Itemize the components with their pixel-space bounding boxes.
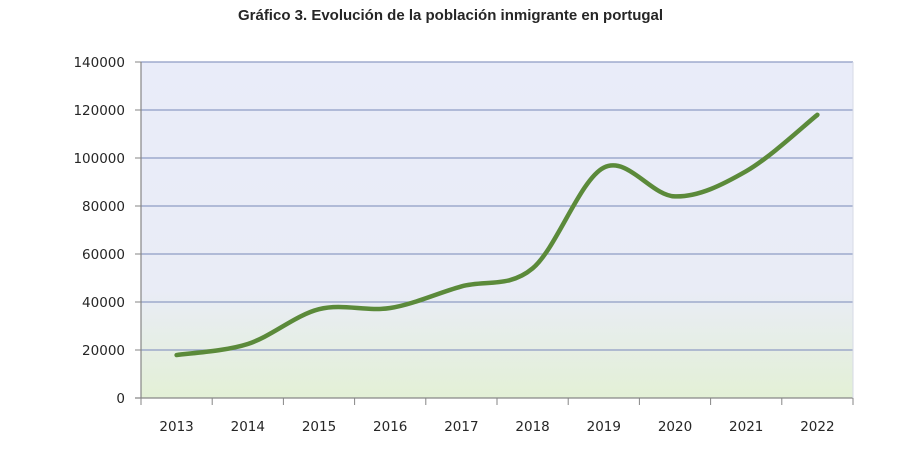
x-tick-label-2019: 2019 bbox=[587, 419, 621, 435]
y-axis-ticks: 0 20000 40000 60000 80000 100000 120000 140000 bbox=[73, 55, 141, 407]
y-tick-label-120000: 120000 bbox=[73, 103, 125, 119]
x-tick-label-2013: 2013 bbox=[159, 419, 193, 435]
x-tick-label-2015: 2015 bbox=[302, 419, 336, 435]
plot-area bbox=[141, 62, 853, 398]
x-tick-label-2020: 2020 bbox=[658, 419, 692, 435]
y-tick-label-60000: 60000 bbox=[82, 247, 125, 263]
x-tick-label-2016: 2016 bbox=[373, 419, 407, 435]
gridlines bbox=[141, 61, 853, 351]
y-tick-label-20000: 20000 bbox=[82, 343, 125, 359]
x-tick-label-2018: 2018 bbox=[515, 419, 549, 435]
x-tick-label-2022: 2022 bbox=[800, 419, 834, 435]
x-tick-label-2014: 2014 bbox=[231, 419, 265, 435]
y-tick-label-100000: 100000 bbox=[73, 151, 125, 167]
x-tick-label-2021: 2021 bbox=[729, 419, 763, 435]
y-tick-label-140000: 140000 bbox=[73, 55, 125, 71]
series-line-poblacion bbox=[174, 112, 820, 358]
y-tick-label-40000: 40000 bbox=[82, 295, 125, 311]
y-tick-label-0: 0 bbox=[116, 391, 125, 407]
axes bbox=[135, 62, 854, 399]
x-tick-label-2017: 2017 bbox=[444, 419, 478, 435]
x-axis-ticks: 2013 2014 2015 2016 2017 2018 2019 2020 2021 2022 bbox=[140, 398, 854, 435]
y-tick-label-80000: 80000 bbox=[82, 199, 125, 215]
chart-title: Gráfico 3. Evolución de la población inm… bbox=[237, 7, 664, 24]
